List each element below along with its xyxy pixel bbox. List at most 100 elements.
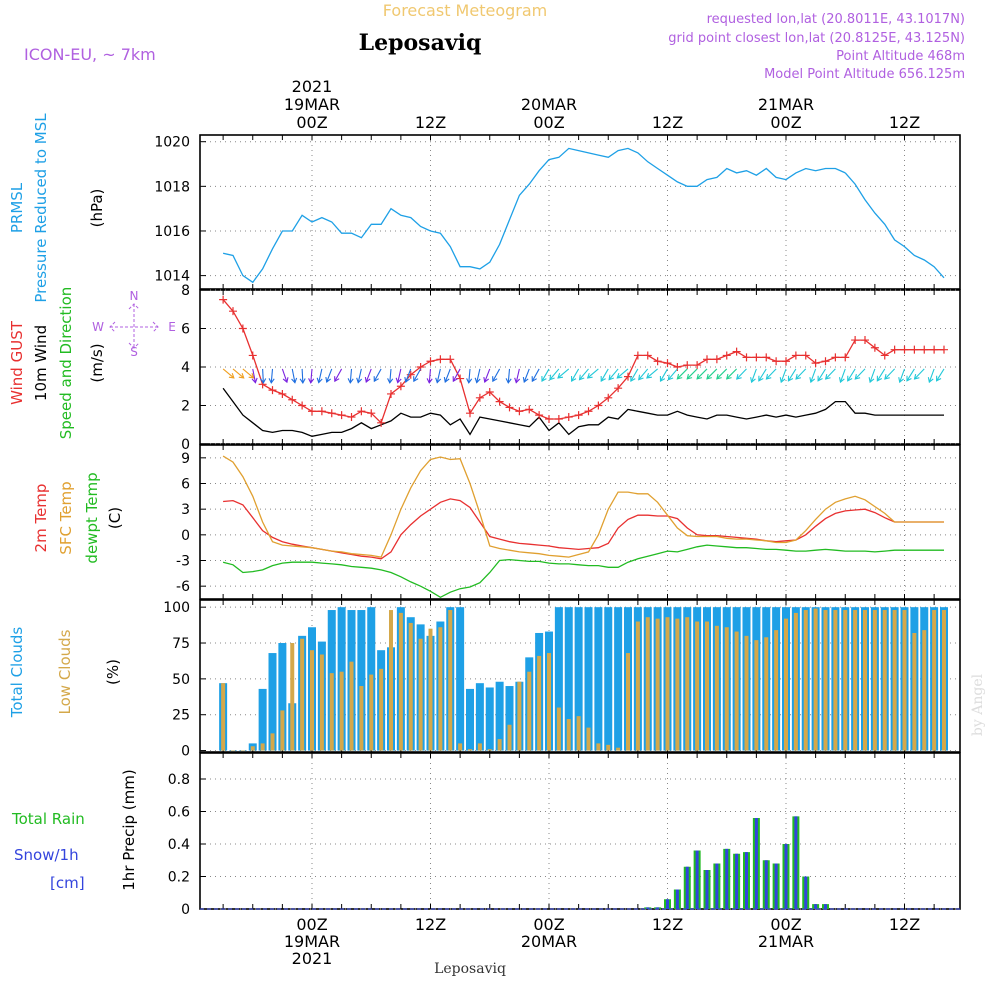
wind-arrow-head [847,375,853,382]
bar-low-clouds [626,653,630,751]
bar-snow [666,899,669,909]
wind-arrow-head [364,376,371,383]
bar-low-clouds [566,719,571,751]
top-time-label: 12Z [652,113,683,132]
bar-low-clouds [942,610,946,751]
gust-marker [475,393,484,402]
bar-low-clouds [231,750,235,752]
info-model-altitude: Model Point Altitude 656.125m [764,67,965,82]
bar-total-clouds [268,653,277,751]
bar-low-clouds [705,621,709,751]
bar-low-clouds [922,630,927,751]
gust-marker [248,351,257,360]
wind-compass-icon: N S W E [92,289,176,359]
wind-arrow-head [557,373,564,379]
panel-temperature: -6 -3 0 3 6 9 2m Temp SFC Temp dewpt Temp (C) [32,444,961,600]
wind-arrow-head [505,378,512,384]
y-tick-label: 25 [172,708,190,724]
wind-arrow-head [549,374,555,381]
gust-marker [782,357,790,366]
bar-low-clouds [754,640,759,751]
bar-low-clouds [389,610,393,751]
wind-direction-arrow [389,368,392,383]
bar-low-clouds [655,618,660,751]
wind-direction-arrow [787,368,797,382]
bar-snow [695,850,699,909]
y-tick-label: 6 [181,477,190,493]
gust-marker [633,351,642,360]
series-line-prmsl [844,172,945,279]
wind-direction-arrow [318,368,323,383]
bar-low-clouds [714,625,719,751]
bar-low-clouds [912,632,917,751]
bar-low-clouds [240,750,245,752]
wind-direction-arrow [817,368,826,382]
panel-label-temperature: dewpt Temp [83,472,101,563]
bar-low-clouds [586,727,591,751]
panels: 1014 1016 1018 1020 PRMSL Pressure Reduced to… [8,113,961,918]
bar-total-clouds [495,681,504,751]
wind-direction-arrow [557,368,570,379]
gust-marker [614,384,623,393]
y-tick-label: 0.6 [168,805,190,821]
bar-snow [814,904,818,909]
y-tick-label: 100 [163,600,190,616]
wind-direction-arrow [571,368,580,382]
bar-total-clouds [564,607,573,751]
bar-snow [656,907,660,909]
bar-snow [784,844,788,909]
bar-total-clouds [475,683,484,751]
gust-marker [554,414,563,423]
wind-direction-arrow [242,368,254,379]
bar-low-clouds [843,610,848,751]
y-tick-label: 75 [172,636,190,652]
precip-label-unit: [cm] [50,874,85,892]
wind-arrow-head [884,373,890,380]
bar-low-clouds [537,655,542,751]
top-time-label: 12Z [415,113,446,132]
bar-total-clouds [554,607,563,751]
bar-total-clouds [466,688,474,751]
bar-low-clouds [645,617,650,751]
gust-marker [663,359,672,368]
wind-arrow-head [443,376,450,383]
bar-low-clouds [339,671,344,751]
y-tick-label: 3 [181,502,190,518]
wind-arrow-head [316,377,323,384]
wind-direction-arrow [326,368,333,383]
wind-arrow-head [570,376,577,382]
gust-marker [722,351,731,360]
bar-low-clouds [428,628,433,751]
bar-low-clouds [823,610,828,751]
bar-low-clouds [764,637,769,751]
top-time-label: 21MAR [758,95,814,114]
wind-direction-arrow [630,368,639,382]
bar-snow [745,852,748,909]
wind-direction-arrow [452,368,461,382]
bar-low-clouds [853,610,858,751]
wind-direction-arrow [600,368,609,382]
wind-arrow-head [659,376,666,382]
wind-direction-arrow [638,368,649,381]
wind-direction-arrow [766,368,777,380]
gust-marker [377,418,386,427]
wind-arrow-head [426,378,433,384]
gust-marker [347,413,356,422]
compass-cross [109,303,159,349]
y-tick-label: 0 [181,437,190,453]
bar-low-clouds [310,650,314,751]
bar-total-clouds [604,607,613,751]
gust-marker [801,351,810,360]
y-tick-label: 0 [181,902,190,918]
wind-direction-arrow [696,368,708,380]
bottom-time-label: 00Z [770,915,801,934]
bar-low-clouds [872,610,877,751]
series-line-prmsl [222,147,846,284]
panel-label-pressure: (hPa) [88,189,106,228]
wind-arrow-head [291,377,298,384]
wind-arrow-head [268,378,275,384]
gust-marker [466,409,474,418]
gust-marker [752,353,761,362]
bar-low-clouds [290,643,295,751]
wind-direction-arrow [854,368,866,380]
